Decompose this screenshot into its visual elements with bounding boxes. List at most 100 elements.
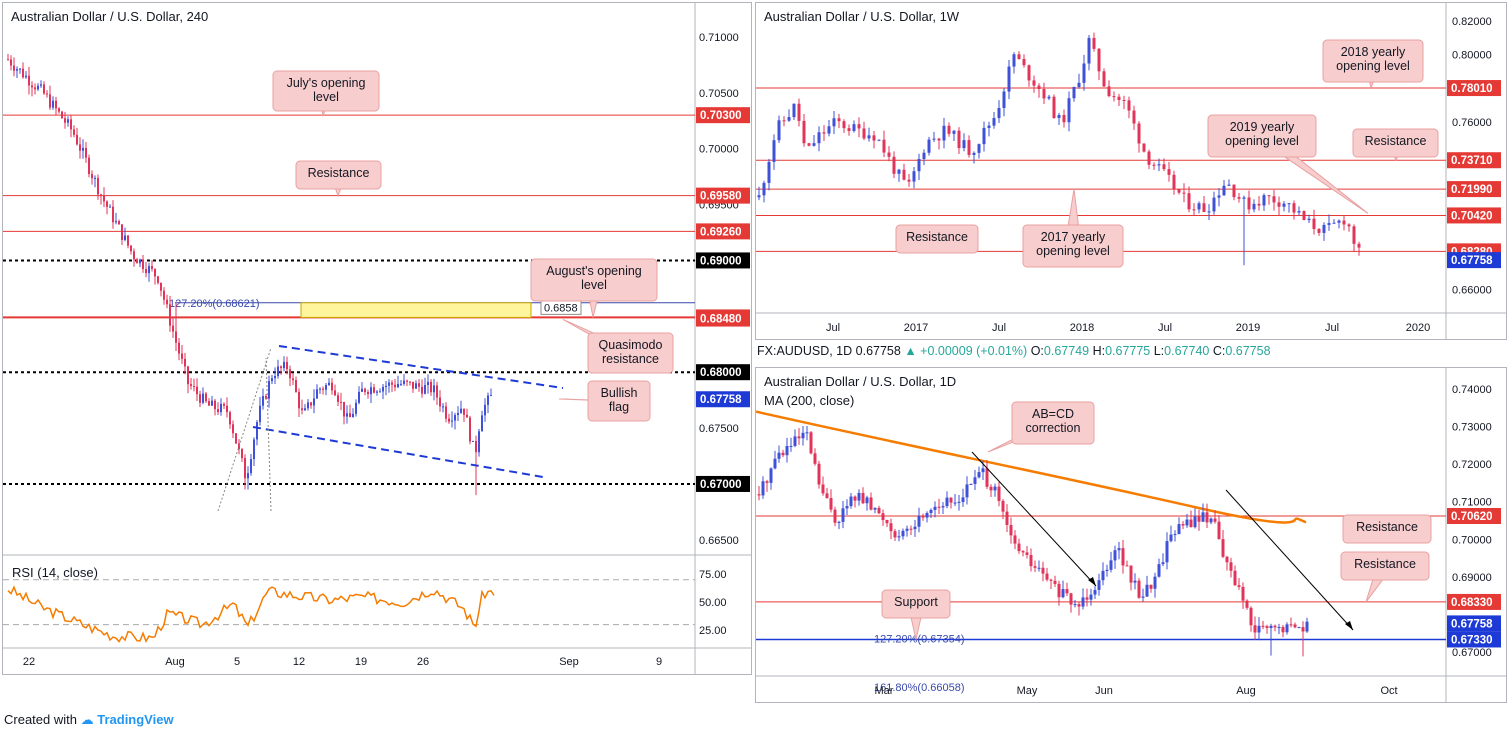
candle-body [952, 130, 956, 134]
candle-body [1247, 197, 1251, 210]
candle-body [1197, 516, 1201, 522]
candle-body [397, 383, 399, 388]
candle-body [223, 403, 225, 406]
candle-body [793, 436, 797, 446]
candle-body [199, 394, 201, 403]
candle-body [253, 439, 255, 460]
candle-body [1053, 580, 1057, 584]
candle-body [1021, 551, 1025, 553]
candle-body [965, 484, 969, 498]
candle-body [1173, 534, 1177, 536]
h4-xtick-label: 5 [234, 656, 240, 668]
h4-chart-title: Australian Dollar / U.S. Dollar, 240 [11, 9, 209, 24]
candle-body [992, 118, 996, 126]
weekly-price-label-bg [1447, 252, 1501, 269]
candle-body [229, 412, 231, 425]
candle-body [1067, 98, 1071, 123]
candle-body [969, 483, 973, 485]
candle-body [1077, 82, 1081, 87]
abcd-arrow-head-icon [1088, 577, 1096, 586]
candle-body [121, 224, 123, 240]
callout-resistance-weekly-text: Resistance [1365, 134, 1427, 148]
candle-body [1217, 521, 1221, 540]
fib-127-label: 127.20%(0.67354) [874, 634, 965, 646]
candle-body [785, 446, 789, 456]
candle-body [424, 384, 426, 394]
candle-body [484, 404, 486, 416]
candle-body [241, 449, 243, 459]
h4-price-label-bg [696, 310, 750, 327]
weekly-chart-panel[interactable]: 0.82000 0.80000 0.76000 0.66000 2018 yearly o… [755, 2, 1507, 340]
daily-price-label: 0.67758 [1451, 618, 1493, 630]
candle-body [322, 388, 324, 390]
callout-quasimodo-box [587, 332, 674, 374]
candle-body [1249, 607, 1253, 626]
weekly-price-label-bg [1447, 80, 1501, 97]
h4-chart-canvas[interactable]: 0.710000.705000.700000.695000.675000.665… [3, 3, 751, 674]
candle-body [472, 440, 474, 442]
candle-body [1229, 562, 1233, 571]
weekly-price-label: 0.71990 [1451, 184, 1493, 196]
daily-symbol: FX:AUDUSD, 1D [757, 344, 853, 358]
candle-body [91, 174, 93, 179]
callout-resistance-weekly-box [1352, 128, 1439, 158]
candle-body [454, 415, 456, 421]
candle-body [1097, 580, 1101, 590]
h4-price-label-bg [696, 223, 750, 240]
candle-body [1352, 226, 1356, 244]
candle-body [79, 144, 81, 151]
callout-august-opening-text: August's opening [546, 264, 642, 278]
candle-body [802, 120, 806, 144]
candle-body [917, 515, 921, 527]
weekly-xtick-label: Jul [992, 322, 1006, 334]
rsi-line [7, 585, 495, 644]
candle-body [945, 497, 949, 507]
candle-body [85, 147, 87, 158]
candle-body [235, 433, 237, 444]
candle-body [877, 139, 881, 141]
candle-body [985, 468, 989, 487]
candle-body [1237, 197, 1241, 199]
candle-body [893, 531, 897, 538]
candle-body [757, 195, 761, 198]
daily-xtick-label: Aug [1236, 685, 1256, 697]
candle-body [767, 161, 771, 183]
daily-chart-canvas[interactable]: 0.74000 0.73000 0.72000 0.71000 0.70000 0.690… [756, 368, 1506, 702]
candle-body [1312, 218, 1316, 229]
candle-body [989, 486, 993, 491]
candle-body [849, 496, 853, 507]
callout-2019-opening-text: 2019 yearly [1230, 120, 1295, 134]
weekly-price-label: 0.67758 [1451, 255, 1493, 267]
candle-body [190, 384, 192, 386]
candle-body [307, 402, 309, 409]
daily-xtick-label: Jun [1095, 685, 1113, 697]
h4-price-label: 0.67758 [700, 394, 742, 406]
h4-xtick-label: Sep [559, 656, 579, 668]
candle-body [1281, 627, 1285, 633]
candle-body [887, 152, 891, 157]
candle-body [1337, 220, 1341, 223]
candle-body [837, 521, 841, 523]
candle-body [1101, 570, 1105, 581]
candle-body [937, 138, 941, 141]
candle-body [58, 108, 60, 112]
daily-chart-panel[interactable]: 0.74000 0.73000 0.72000 0.71000 0.70000 0.690… [755, 367, 1507, 703]
candle-body [1253, 625, 1257, 633]
h4-chart-panel[interactable]: 0.71000 0.70500 0.70000 0.69500 0.67500 0.665… [2, 2, 752, 675]
candle-body [1265, 626, 1269, 628]
candle-body [993, 486, 997, 491]
daily-ytick-label: 0.73000 [1452, 422, 1492, 434]
callout-resistance-text: Resistance [308, 166, 370, 180]
candle-body [961, 497, 965, 502]
candle-body [328, 382, 330, 386]
h4-xtick-label: 26 [417, 656, 429, 668]
candle-body [97, 177, 99, 195]
daily-ytick-label: 0.67000 [1452, 647, 1492, 659]
candle-body [250, 459, 252, 474]
candle-body [31, 85, 33, 88]
candle-body [193, 385, 195, 387]
candle-body [136, 259, 138, 264]
candle-body [1237, 585, 1241, 587]
candle-body [376, 391, 378, 393]
